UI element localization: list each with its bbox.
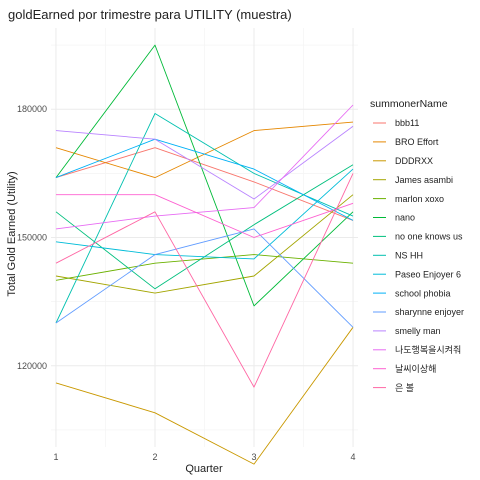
- legend-label: smelly man: [395, 326, 441, 336]
- legend-item: nano: [373, 213, 415, 223]
- legend-item: sharynne enjoyer: [373, 307, 464, 317]
- legend-item: James asambi: [373, 175, 453, 185]
- y-tick-label: 150000: [17, 233, 47, 243]
- legend-item: smelly man: [373, 326, 441, 336]
- legend-label: school phobia: [395, 288, 451, 298]
- series-line-4: [55, 194, 354, 294]
- legend-label: 날씨이상해: [395, 364, 436, 374]
- y-axis-title: Total Gold Earned (Utility): [6, 171, 18, 296]
- series-line-9: [55, 168, 354, 260]
- legend-item: NS HH: [373, 251, 423, 261]
- series-line-14: [56, 194, 354, 238]
- axis-ticks: 120000 150000 180000 1 2 3 4: [17, 104, 356, 462]
- legend-label: NS HH: [395, 251, 423, 261]
- legend-label: bbb11: [395, 118, 419, 128]
- legend-item: 은 볼: [373, 383, 414, 393]
- legend-item: 나도행복을시켜줘: [373, 344, 461, 355]
- x-tick-label: 1: [53, 452, 58, 462]
- series-line-11: [55, 228, 354, 328]
- legend-item: no one knows us: [373, 232, 463, 242]
- legend-item: BRO Effort: [373, 137, 439, 147]
- series-line-10: [55, 138, 354, 221]
- legend-item: school phobia: [373, 288, 451, 298]
- legend-label: DDDRXX: [395, 156, 433, 166]
- legend-item: 날씨이상해: [373, 364, 436, 374]
- y-tick-label: 180000: [17, 104, 47, 114]
- legend-item: Paseo Enjoyer 6: [373, 269, 461, 279]
- legend-label: Paseo Enjoyer 6: [395, 269, 461, 279]
- x-tick-label: 4: [351, 452, 356, 462]
- series-line-15: [55, 173, 354, 388]
- legend-label: nano: [395, 213, 415, 223]
- legend-title: summonerName: [370, 98, 448, 110]
- legend: summonerName bbb11 BRO Effort DDDRXX James …: [370, 98, 464, 393]
- legend-item: DDDRXX: [373, 156, 433, 166]
- x-axis-title: Quarter: [185, 463, 223, 475]
- series-line-3: [55, 327, 354, 465]
- legend-label: BRO Effort: [395, 137, 439, 147]
- series-line-12: [55, 125, 354, 200]
- legend-label: no one knows us: [395, 232, 463, 242]
- legend-label: 나도행복을시켜줘: [395, 344, 461, 355]
- legend-item: bbb11: [373, 118, 419, 128]
- x-tick-label: 3: [252, 452, 257, 462]
- chart-title: goldEarned por trimestre para UTILITY (m…: [8, 7, 292, 22]
- series-line-13: [55, 104, 354, 230]
- legend-label: 은 볼: [395, 383, 414, 393]
- legend-label: sharynne enjoyer: [395, 307, 464, 317]
- y-tick-label: 120000: [17, 361, 47, 371]
- series-lines: [55, 44, 354, 465]
- legend-label: marlon xoxo: [395, 194, 444, 204]
- legend-item: marlon xoxo: [373, 194, 444, 204]
- legend-label: James asambi: [395, 175, 453, 185]
- series-line-6: [55, 44, 354, 307]
- x-tick-label: 2: [152, 452, 157, 462]
